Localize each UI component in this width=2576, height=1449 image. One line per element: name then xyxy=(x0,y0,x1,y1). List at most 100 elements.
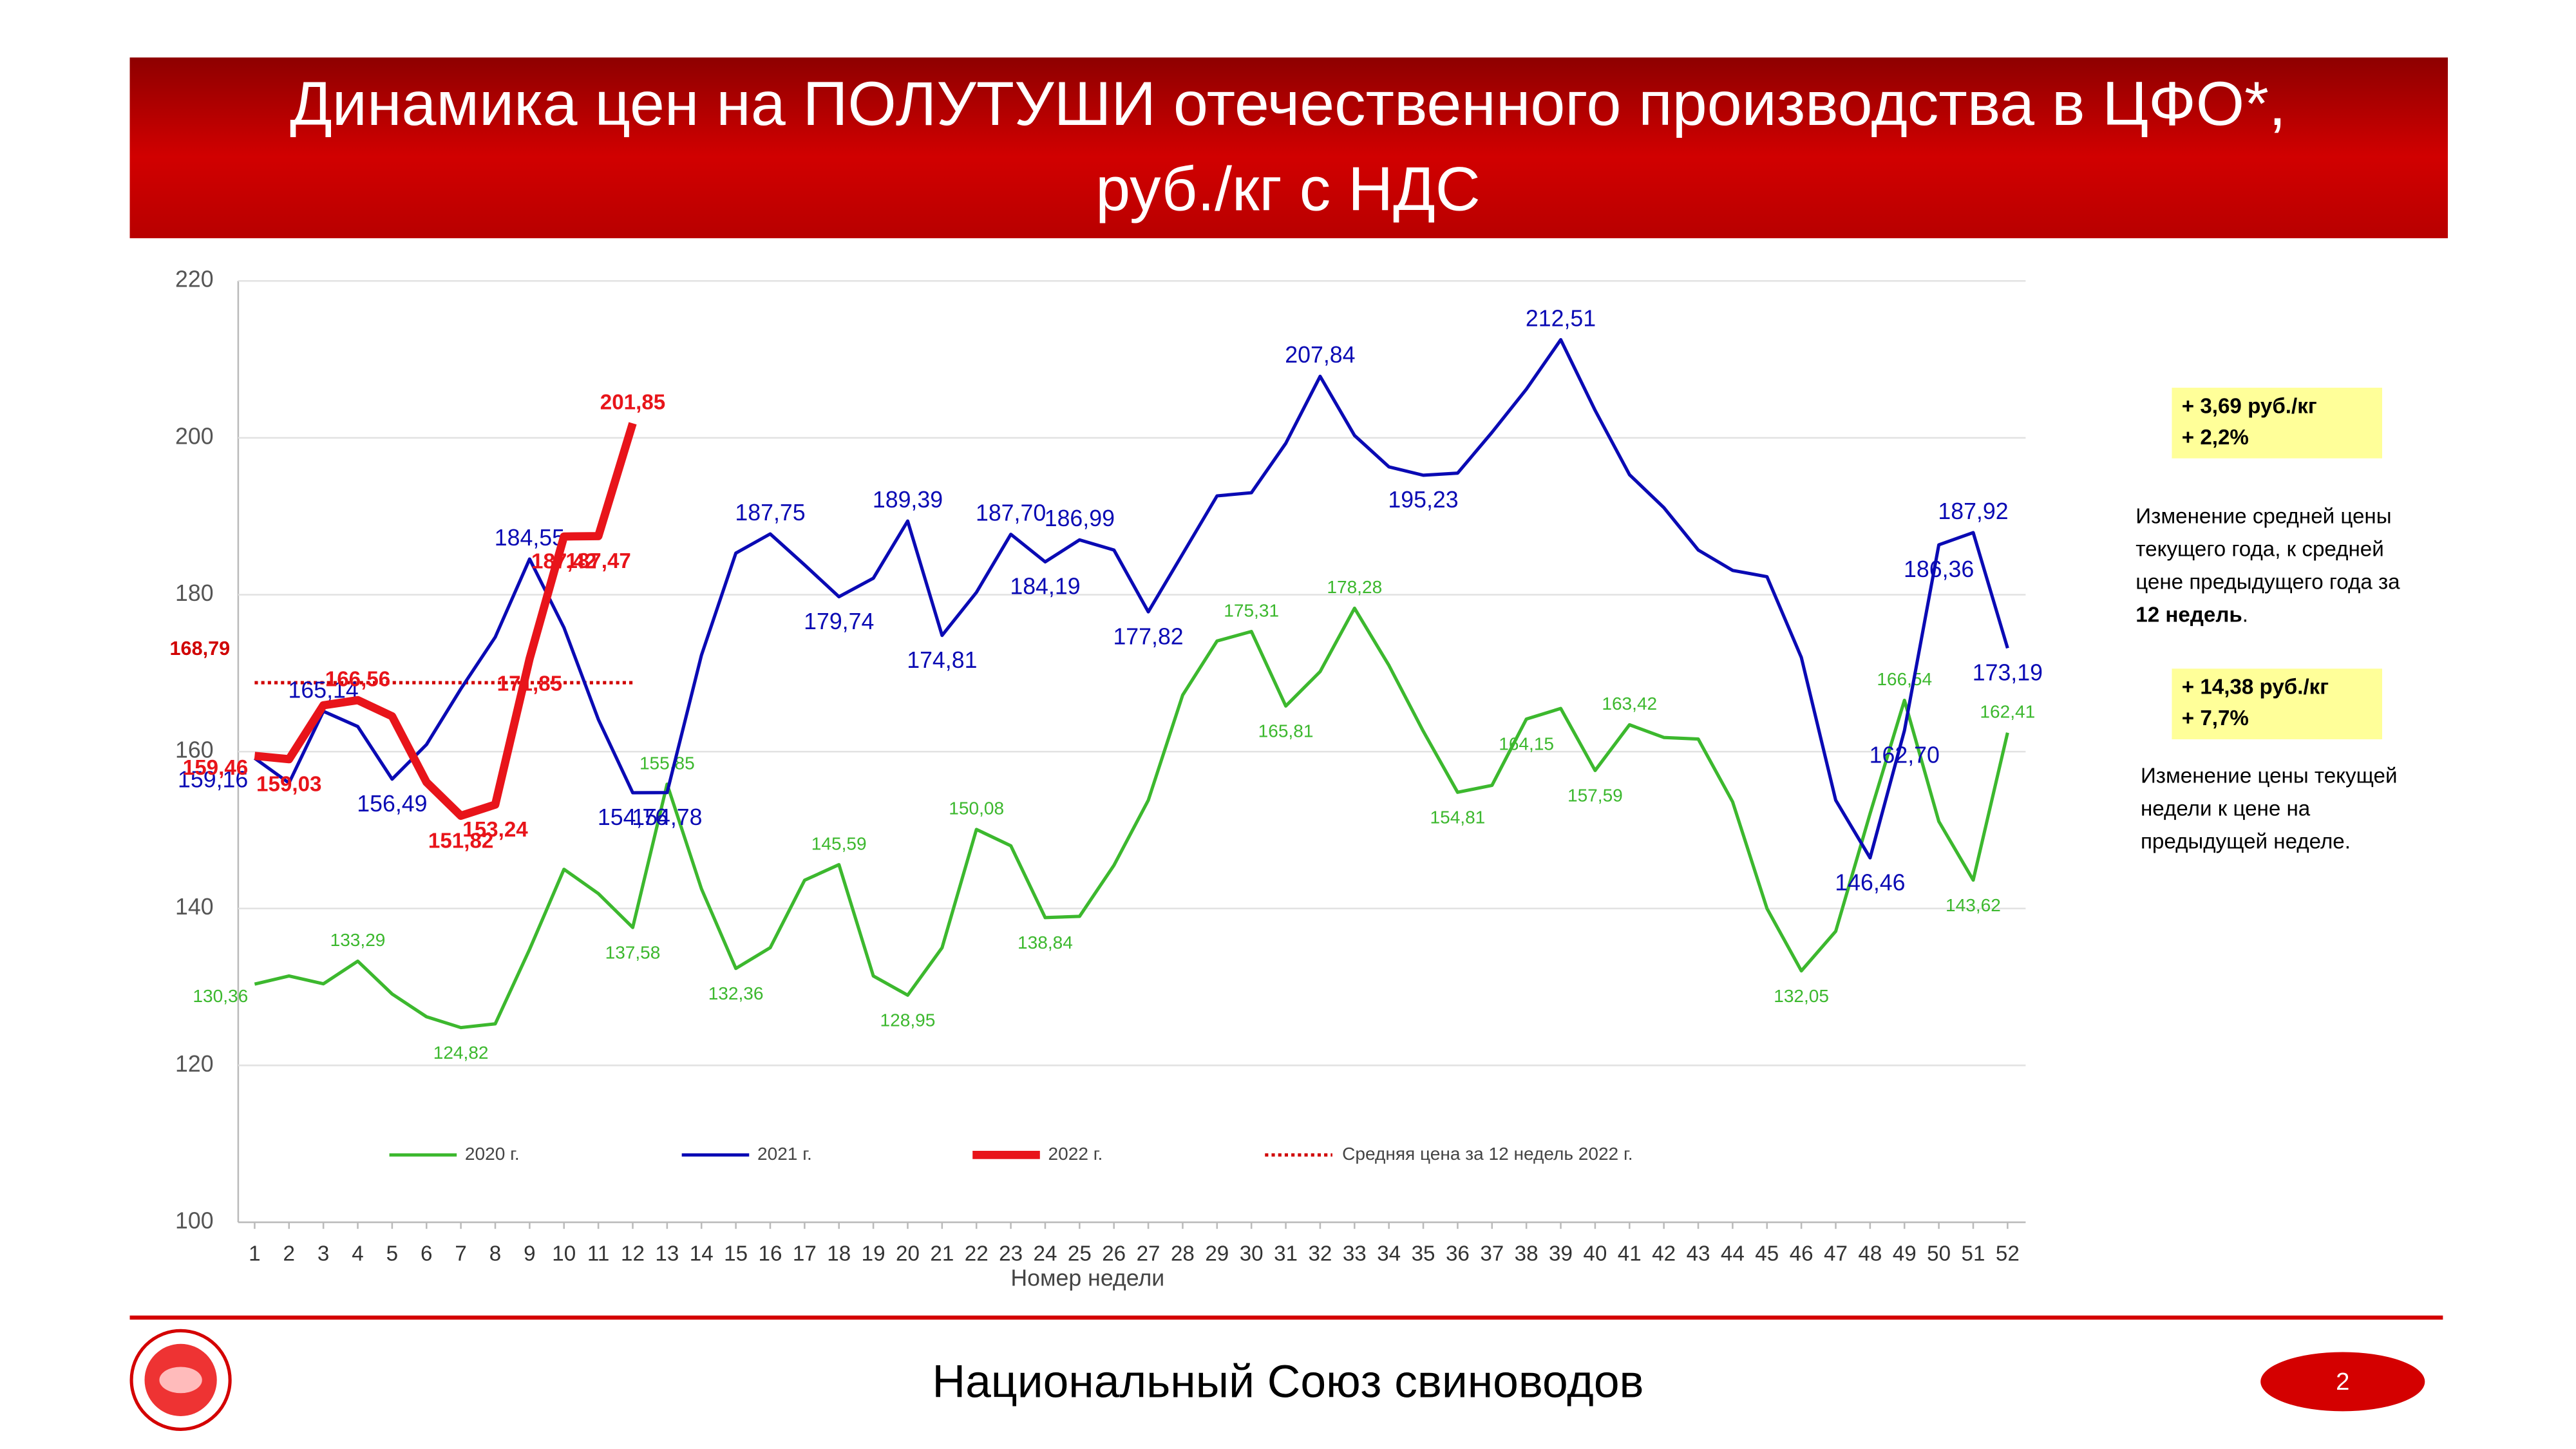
page-badge xyxy=(2260,1352,2425,1412)
data-label: 143,62 xyxy=(1946,895,2001,915)
data-label: 174,81 xyxy=(907,647,977,673)
header-band xyxy=(129,57,2448,238)
data-label: 166,56 xyxy=(325,667,390,691)
x-tick-label: 15 xyxy=(724,1242,748,1266)
series-line xyxy=(254,606,2009,1030)
x-tick-label: 45 xyxy=(1755,1242,1779,1266)
data-label: 189,39 xyxy=(873,487,943,513)
chart-title: Динамика цен на ПОЛУТУШИ отечественного … xyxy=(290,68,2286,138)
data-label: 154,78 xyxy=(632,804,702,830)
x-tick-label: 17 xyxy=(793,1242,817,1266)
x-tick-label: 42 xyxy=(1652,1242,1676,1266)
legend-label: 2022 г. xyxy=(1048,1144,1103,1164)
x-tick-label: 32 xyxy=(1308,1242,1332,1266)
x-tick-label: 37 xyxy=(1480,1242,1504,1266)
data-label: 159,16 xyxy=(178,766,248,792)
data-label: 187,75 xyxy=(735,500,805,526)
legend-label: 2021 г. xyxy=(757,1144,812,1164)
data-label: 133,29 xyxy=(330,930,386,950)
note-tail: . xyxy=(2242,603,2248,627)
x-tick-label: 6 xyxy=(421,1242,432,1266)
x-tick-label: 34 xyxy=(1377,1242,1401,1266)
data-label: 124,82 xyxy=(433,1043,489,1063)
data-label: 212,51 xyxy=(1526,305,1596,331)
page-number: 2 xyxy=(2336,1368,2349,1396)
x-tick-label: 47 xyxy=(1824,1242,1848,1266)
chart-title: руб./кг с НДС xyxy=(1095,154,1480,224)
x-tick-label: 49 xyxy=(1893,1242,1917,1266)
x-tick-label: 16 xyxy=(759,1242,782,1266)
x-tick-label: 22 xyxy=(965,1242,989,1266)
data-label: 187,47 xyxy=(565,549,630,573)
data-label: 184,55 xyxy=(495,525,565,551)
x-tick-label: 12 xyxy=(621,1242,645,1266)
x-tick-label: 10 xyxy=(552,1242,576,1266)
y-tick-label: 120 xyxy=(175,1051,214,1077)
x-tick-label: 29 xyxy=(1205,1242,1229,1266)
x-tick-label: 25 xyxy=(1068,1242,1092,1266)
x-tick-label: 28 xyxy=(1171,1242,1195,1266)
note-text: недели к цене на xyxy=(2141,797,2311,820)
data-label: 162,70 xyxy=(1870,742,1940,768)
x-tick-label: 52 xyxy=(1996,1242,2020,1266)
x-tick-label: 38 xyxy=(1515,1242,1539,1266)
data-label: 207,84 xyxy=(1285,342,1355,368)
x-tick-label: 44 xyxy=(1721,1242,1745,1266)
data-label: 201,85 xyxy=(600,390,665,414)
x-tick-label: 19 xyxy=(862,1242,886,1266)
logo xyxy=(129,1329,232,1431)
x-tick-label: 51 xyxy=(1962,1242,1985,1266)
note-text: Изменение средней цены xyxy=(2136,504,2391,528)
data-label: 157,59 xyxy=(1567,786,1623,806)
note-box xyxy=(2172,668,2382,739)
data-label: 159,03 xyxy=(256,772,321,796)
x-tick-label: 40 xyxy=(1583,1242,1607,1266)
data-label: 154,81 xyxy=(1430,808,1486,828)
x-tick-label: 26 xyxy=(1102,1242,1126,1266)
x-tick-label: 35 xyxy=(1412,1242,1435,1266)
data-label: 177,82 xyxy=(1113,623,1183,649)
note-text: 12 недель. xyxy=(2136,603,2248,627)
y-tick-label: 160 xyxy=(175,737,214,763)
data-label: 151,82 xyxy=(428,829,493,853)
footer-text: Национальный Союз свиноводов xyxy=(933,1356,1644,1407)
x-tick-label: 7 xyxy=(455,1242,466,1266)
y-tick-label: 140 xyxy=(175,894,214,920)
note-text: цене предыдущего года за xyxy=(2136,570,2400,594)
data-label: 132,05 xyxy=(1774,986,1829,1006)
data-label: 195,23 xyxy=(1388,487,1458,513)
x-tick-label: 46 xyxy=(1790,1242,1814,1266)
note-value: + 14,38 руб./кг xyxy=(2182,676,2329,699)
x-axis-title: Номер недели xyxy=(1010,1265,1164,1291)
note-text: Изменение цены текущей xyxy=(2141,764,2398,788)
x-tick-label: 36 xyxy=(1446,1242,1470,1266)
data-label: 171,85 xyxy=(497,672,562,696)
x-tick-label: 4 xyxy=(352,1242,363,1266)
data-label: 132,36 xyxy=(708,983,764,1003)
data-label: 186,99 xyxy=(1045,506,1115,531)
y-tick-label: 200 xyxy=(175,423,214,449)
data-label: 173,19 xyxy=(1973,660,2043,686)
data-label: 166,54 xyxy=(1877,669,1932,689)
average-label: 168,79 xyxy=(170,638,231,659)
data-label: 184,19 xyxy=(1010,574,1080,600)
x-tick-label: 43 xyxy=(1687,1242,1710,1266)
data-label: 145,59 xyxy=(811,833,867,853)
data-label: 187,92 xyxy=(1938,498,2008,524)
data-label: 187,42 xyxy=(531,550,596,574)
data-label: 155,85 xyxy=(639,753,695,773)
data-label: 162,41 xyxy=(1980,702,2035,722)
series-line xyxy=(253,337,2009,860)
data-label: 138,84 xyxy=(1018,933,1073,952)
data-label: 153,24 xyxy=(462,818,528,842)
x-tick-label: 1 xyxy=(249,1242,260,1266)
x-tick-label: 2 xyxy=(283,1242,295,1266)
data-label: 187,70 xyxy=(976,500,1046,526)
data-label: 186,36 xyxy=(1904,556,1974,582)
x-tick-label: 20 xyxy=(896,1242,920,1266)
legend-label: 2020 г. xyxy=(465,1144,520,1164)
data-label: 178,28 xyxy=(1327,577,1382,597)
data-label: 130,36 xyxy=(193,986,248,1006)
note-box xyxy=(2172,388,2382,459)
